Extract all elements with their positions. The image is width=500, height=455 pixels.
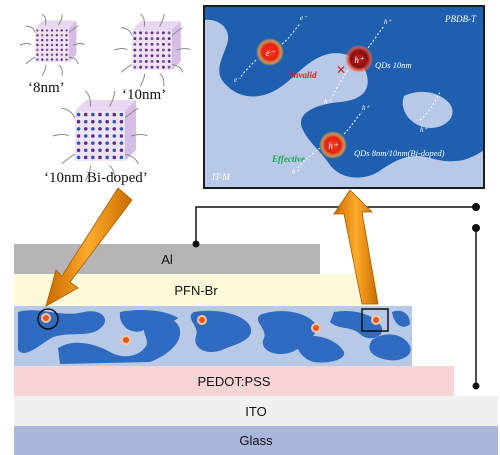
active-layer-dots: [41, 313, 381, 345]
glass-layer: Glass: [14, 426, 498, 455]
terminal-dot-top: [472, 203, 480, 211]
invalid-label: Invalid: [289, 70, 317, 80]
ito-layer: ITO: [14, 396, 498, 426]
qd-10nm-label: QDs 10nm: [375, 60, 412, 70]
pedot-pss-layer: PEDOT:PSS: [14, 366, 454, 396]
inset-frame: [203, 5, 485, 189]
qd-label-10nm: ‘10nm’: [122, 87, 167, 103]
ito-label: ITO: [245, 403, 267, 419]
arrow-to-active-layer-icon: [45, 187, 133, 307]
hole-symbol-b: h⁺: [328, 141, 339, 151]
zoom-square-marker: [361, 308, 389, 332]
carrier-hole-1: h⁺: [324, 98, 333, 106]
ito-contact-dot: [472, 382, 480, 390]
qd-label-8nm: ‘8nm’: [28, 80, 65, 96]
carrier-paths: [239, 23, 441, 169]
circuit-wire: [195, 206, 477, 386]
carrier-electron-1: e⁻: [300, 14, 308, 22]
carrier-electron-2: e⁻: [234, 76, 242, 84]
carrier-hole-3: h⁺: [292, 168, 301, 176]
qd-electron-icon: [256, 38, 284, 66]
qd-mixed-label: QDs 8nm/10nm(Bi-doped): [354, 148, 445, 158]
acceptor-pocket: [402, 91, 453, 128]
qd-10nm-icon: [113, 13, 191, 87]
carrier-hole-5: h⁺: [420, 126, 429, 134]
carrier-symbols: e⁻ e⁻ h⁺ h⁺ h⁺ h⁺ h⁺: [234, 14, 429, 176]
carrier-hole-2: h⁺: [384, 18, 393, 26]
al-contact-dot: [192, 240, 200, 248]
glass-label: Glass: [239, 433, 273, 448]
qd-label-10nm-bi-doped: ‘10nm Bi-doped’: [44, 170, 148, 186]
pedot-pss-label: PEDOT:PSS: [197, 373, 271, 389]
qd-effective-hole-icon: [319, 131, 347, 159]
pfn-br-label: PFN-Br: [174, 282, 218, 298]
qd-10nm-hole-icon: [345, 45, 373, 73]
electron-symbol: e⁻: [266, 48, 276, 58]
acceptor-label: IT-M: [211, 172, 230, 182]
effective-label: Effective: [271, 154, 305, 164]
al-layer: Al: [14, 244, 320, 274]
invalid-cross-icon: ✕: [336, 63, 346, 77]
carrier-hole-4: h⁺: [362, 104, 371, 112]
terminal-dot-bottom: [472, 224, 480, 232]
arrow-to-inset-icon: [333, 189, 379, 305]
donor-label: PBDB-T: [444, 14, 477, 24]
hole-symbol-a: h⁺: [354, 55, 365, 65]
zoom-circle-marker: [37, 308, 59, 330]
al-label: Al: [161, 251, 173, 267]
qd-8nm-icon: [19, 13, 85, 76]
qd-10nm-bi-doped-icon: [52, 90, 148, 182]
